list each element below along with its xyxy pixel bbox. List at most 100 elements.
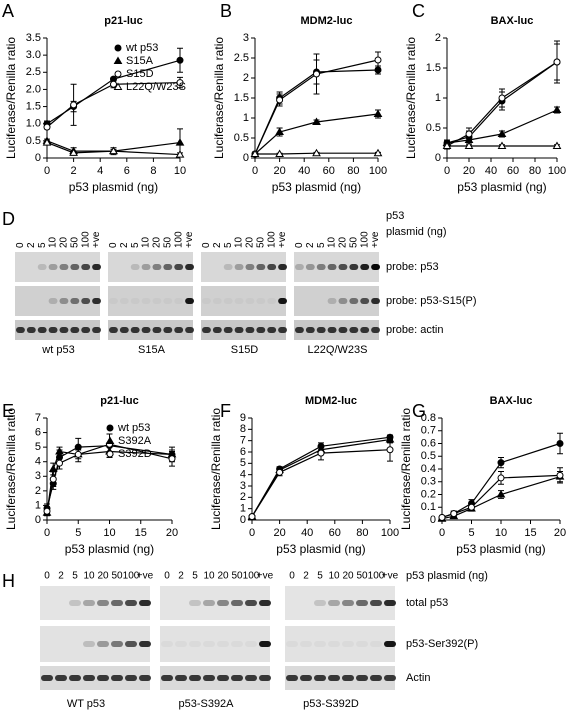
blot-band [175, 675, 187, 681]
data-point [275, 149, 284, 157]
series-line [46, 443, 173, 512]
y-tick-label: 0 [243, 152, 249, 164]
data-point [312, 148, 321, 157]
blot-band [202, 264, 211, 270]
blot-background [285, 626, 395, 662]
y-tick-label: 1 [435, 92, 441, 104]
blot-band [300, 600, 312, 606]
y-tick-label: 2.5 [234, 52, 249, 64]
x-tick-label: 8 [150, 165, 156, 177]
x-axis-label: p53 plasmid (ng) [457, 180, 546, 194]
probe-label: Actin [406, 672, 430, 684]
x-tick-label: 15 [135, 527, 147, 539]
blot-band [223, 327, 233, 333]
data-point [386, 446, 394, 454]
blot-band [37, 327, 47, 333]
blot-band [55, 641, 67, 647]
legend-label: S392A [118, 435, 152, 447]
lane-label: 5 [316, 242, 327, 248]
chart-title: BAX-luc [491, 15, 534, 27]
x-tick-label: 60 [323, 165, 335, 177]
blot-background [160, 626, 270, 662]
x-tick-label: 0 [44, 527, 50, 539]
data-point [374, 56, 382, 64]
y-tick-label: 1.5 [234, 92, 249, 104]
lane-label: 0 [108, 242, 119, 248]
lane-label: 100 [266, 231, 277, 248]
legend-marker [114, 44, 122, 52]
blot-band [152, 327, 162, 333]
series-line [46, 59, 181, 125]
blot-background [108, 286, 193, 316]
x-tick-label: 15 [524, 527, 536, 539]
lane-label: +ve [382, 571, 399, 582]
lane-label: 100 [80, 231, 91, 248]
data-point [109, 146, 118, 155]
series-line [446, 109, 558, 144]
blot-band [152, 264, 162, 270]
lane-label: 20 [59, 236, 70, 248]
y-tick-label: 2 [435, 32, 441, 44]
y-tick-label: 0 [35, 514, 41, 526]
legend-label: S392D [118, 448, 152, 460]
blot-band [83, 600, 95, 606]
y-tick-label: 6 [240, 446, 246, 458]
chart-title: p21-luc [104, 15, 143, 27]
x-tick-label: 100 [369, 165, 387, 177]
lane-label: 2 [305, 242, 316, 248]
x-tick-label: 20 [463, 165, 475, 177]
blot-band [81, 264, 91, 270]
data-point [275, 127, 284, 135]
blot-band [189, 641, 201, 647]
blot-band [235, 298, 244, 304]
blot-band [360, 298, 370, 304]
data-point [69, 148, 78, 156]
blot-band [327, 327, 337, 333]
y-tick-label: 4 [240, 469, 246, 481]
blot-band [384, 675, 396, 681]
blot-band [338, 327, 348, 333]
blot-band [83, 641, 95, 647]
blot-band [246, 298, 255, 304]
blot-band [360, 264, 370, 270]
blot-band [245, 641, 257, 647]
lane-label: 5 [223, 242, 234, 248]
x-axis-label: p53 plasmid (ng) [276, 542, 365, 556]
blot-band [16, 327, 25, 333]
blot-background [201, 286, 286, 316]
group-label: WT p53 [67, 698, 105, 710]
blot-band [245, 600, 257, 606]
lane-label: 10 [203, 571, 215, 582]
x-tick-label: 40 [298, 165, 310, 177]
legend-marker [114, 70, 122, 78]
x-tick-label: 10 [103, 527, 115, 539]
lane-label: 5 [37, 242, 48, 248]
x-axis-label: p53 plasmid (ng) [65, 542, 154, 556]
data-point [450, 510, 458, 518]
lane-label: 0 [164, 571, 170, 582]
lane-label: 10 [328, 571, 340, 582]
lane-label: 0 [44, 571, 50, 582]
data-point [250, 149, 260, 157]
lane-label: +ve [277, 231, 288, 248]
data-point [438, 513, 446, 521]
blot-band [314, 641, 326, 647]
x-tick-label: 40 [301, 527, 313, 539]
data-point [74, 450, 82, 458]
blot-band [109, 298, 118, 304]
blot-band [139, 641, 151, 647]
y-tick-label: 0 [430, 514, 436, 526]
blot-band [48, 264, 58, 270]
data-point [43, 123, 51, 131]
y-tick-label: 1 [35, 499, 41, 511]
lane-label: 20 [342, 571, 354, 582]
blot-band [295, 298, 304, 304]
panel-letter: A [2, 1, 14, 21]
y-tick-label: 3 [35, 470, 41, 482]
lane-label: 20 [338, 236, 349, 248]
blot-band [328, 675, 340, 681]
probe-label: probe: p53-S15(P) [386, 295, 477, 307]
lane-label: 10 [83, 571, 95, 582]
y-axis-label: Luciferase/Renilla ratio [212, 37, 226, 159]
